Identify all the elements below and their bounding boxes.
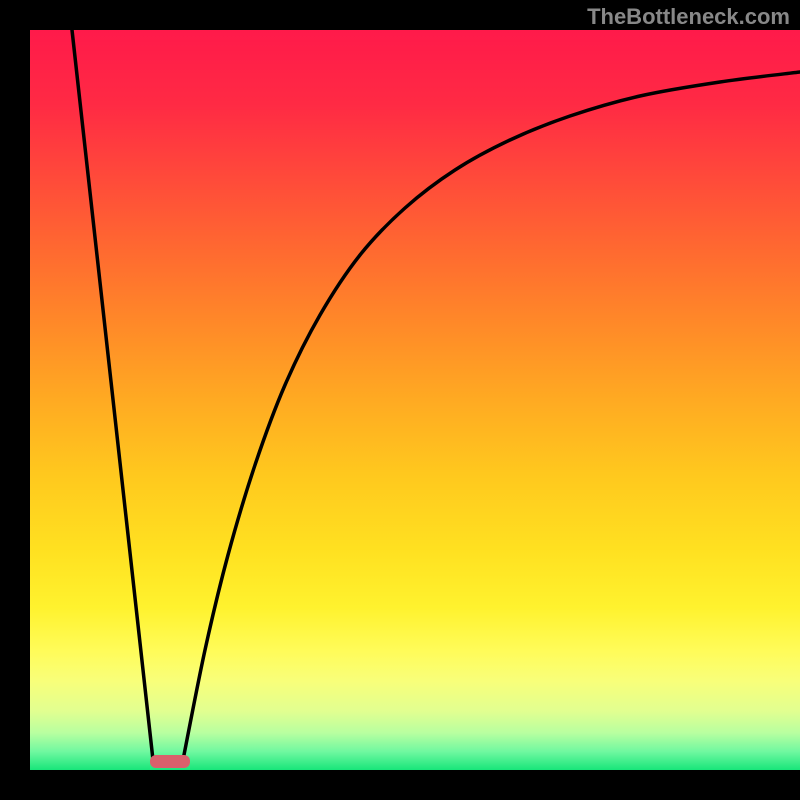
optimal-point-marker	[150, 755, 190, 768]
watermark-text: TheBottleneck.com	[587, 4, 790, 30]
bottleneck-chart	[0, 0, 800, 800]
chart-container: TheBottleneck.com	[0, 0, 800, 800]
chart-plot-background	[30, 30, 800, 770]
